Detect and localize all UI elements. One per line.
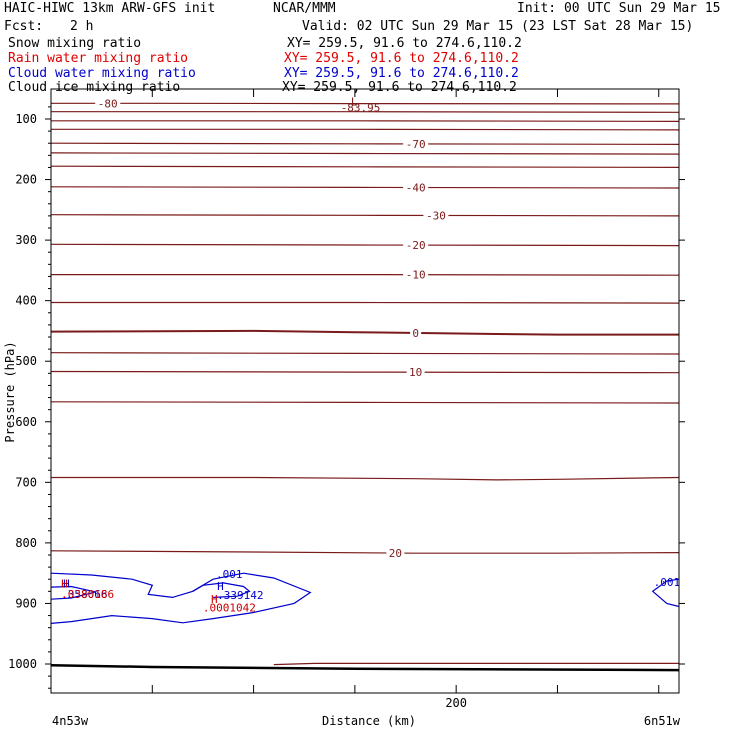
isotherm-label: -30 [426, 209, 446, 222]
extremum-annotation: L [351, 96, 358, 109]
extremum-annotation: .339142 [217, 589, 263, 602]
field-xy-cloud-ice: XY= 259.5, 91.6 to 274.6,110.2 [282, 80, 517, 95]
field-name-rain: Rain water mixing ratio [8, 51, 189, 66]
isotherm-line [51, 274, 680, 276]
isotherm-label: -80 [98, 97, 118, 110]
isotherm-label-bg [410, 326, 422, 339]
isotherm-line [273, 662, 679, 666]
isotherm-label-bg [403, 239, 429, 252]
field-name-snow: Snow mixing ratio [8, 36, 142, 51]
isotherm-label: -40 [406, 182, 426, 195]
init-time: Init: 00 UTC Sun 29 Mar 15 [517, 1, 721, 16]
field-xy-cloud-water: XY= 259.5, 91.6 to 274.6,110.2 [284, 66, 519, 81]
isotherm-label-bg [423, 209, 449, 222]
extremum-annotation: .0380186 [61, 588, 114, 601]
x-end-label: 6n51w [644, 714, 681, 728]
y-tick-label: 600 [15, 415, 37, 429]
extremum-annotation: .358066 [61, 588, 107, 601]
cloud-water-label: .001 [216, 568, 243, 581]
y-tick-label: 900 [15, 596, 37, 610]
cloud-water-contour [192, 582, 251, 598]
isotherm-line [50, 186, 680, 189]
extremum-annotation: -83.95 [341, 102, 381, 115]
terrain-line [50, 663, 680, 672]
isotherm-label: 0 [412, 327, 419, 340]
field-xy-rain: XY= 259.5, 91.6 to 274.6,110.2 [284, 51, 519, 66]
cloud-water-label: .001 [654, 576, 681, 589]
isotherm-label-bg [386, 547, 405, 560]
x-tick-label: 200 [445, 696, 467, 710]
isotherm-line [51, 476, 680, 481]
isotherm-line [50, 142, 680, 145]
y-tick-label: 100 [15, 112, 37, 126]
extremum-annotation: H [61, 578, 68, 591]
isotherm-line [51, 301, 680, 304]
field-xy-snow: XY= 259.5, 91.6 to 274.6,110.2 [287, 36, 522, 51]
isotherm-label: 20 [389, 547, 402, 560]
isotherm-label: 10 [409, 366, 422, 379]
isotherm-label-bg [403, 181, 429, 194]
plot-frame [50, 88, 680, 694]
x-axis-label: Distance (km) [322, 714, 416, 728]
isotherm-label-bg [403, 268, 429, 281]
isotherm-line [50, 243, 680, 247]
y-tick-label: 400 [15, 294, 37, 308]
extremum-annotation: .0001042 [203, 601, 256, 614]
isotherm-label-bg [406, 366, 425, 379]
field-name-cloud-water: Cloud water mixing ratio [8, 66, 196, 81]
isotherm-label: -10 [406, 269, 426, 282]
isotherm-line [51, 111, 680, 113]
y-tick-label: 1000 [8, 657, 37, 671]
isotherm-line [50, 165, 680, 168]
isotherm-line [51, 120, 680, 122]
extremum-annotation: H [211, 593, 218, 606]
cloud-water-contour [50, 585, 96, 600]
isotherm-line [51, 128, 680, 131]
field-name-cloud-ice: Cloud ice mixing ratio [8, 80, 181, 95]
isotherm-line [50, 550, 680, 554]
isotherm-label: -20 [406, 239, 426, 252]
y-tick-label: 200 [15, 173, 37, 187]
org-label: NCAR/MMM [273, 1, 336, 16]
extremum-annotation: H [217, 580, 224, 593]
isotherm-label: -70 [406, 138, 426, 151]
isotherm-line [50, 214, 680, 217]
isotherm-line [50, 370, 680, 374]
isotherm-line [50, 329, 679, 336]
extremum-annotation: H [63, 578, 70, 591]
isotherm-label-bg [403, 137, 429, 150]
y-tick-label: 300 [15, 233, 37, 247]
y-tick-label: 500 [15, 354, 37, 368]
cloud-water-contour [651, 578, 680, 608]
cloud-water-contour [50, 572, 312, 624]
forecast-label: Fcst: [4, 19, 44, 34]
model-title: HAIC-HIWC 13km ARW-GFS init [4, 1, 216, 16]
isotherm-line [50, 401, 680, 404]
plot-layer: -80-70-40-30-20-1001020.001.001L-83.95HH… [50, 96, 681, 672]
valid-time: Valid: 02 UTC Sun 29 Mar 15 (23 LST Sat … [302, 19, 694, 34]
isotherm-label-bg [95, 97, 121, 110]
x-start-label: 4n53w [52, 714, 89, 728]
forecast-hour: 2 h [70, 19, 94, 34]
y-axis-label: Pressure (hPa) [3, 341, 17, 442]
isotherm-line [50, 352, 680, 355]
isotherm-line [50, 152, 680, 155]
y-tick-label: 700 [15, 475, 37, 489]
y-tick-label: 800 [15, 536, 37, 550]
